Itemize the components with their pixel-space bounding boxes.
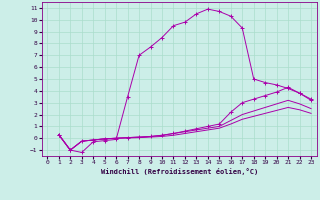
X-axis label: Windchill (Refroidissement éolien,°C): Windchill (Refroidissement éolien,°C): [100, 168, 258, 175]
